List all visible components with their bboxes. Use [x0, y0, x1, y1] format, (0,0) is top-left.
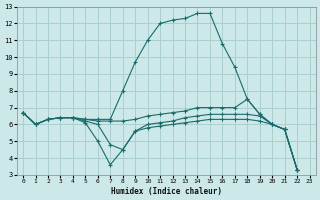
X-axis label: Humidex (Indice chaleur): Humidex (Indice chaleur) — [111, 187, 222, 196]
